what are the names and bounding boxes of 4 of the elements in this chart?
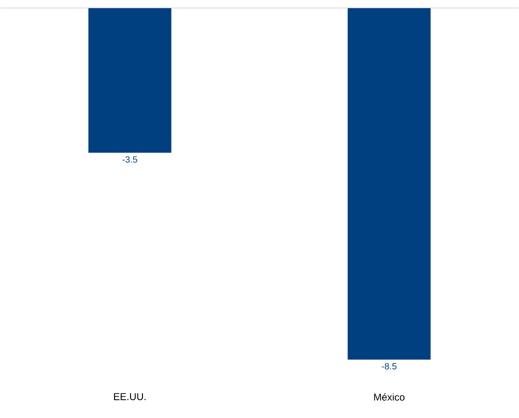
data-label: -3.5	[122, 156, 138, 163]
x-tick-label: EE.UU.	[114, 393, 146, 400]
data-label: -8.5	[382, 363, 396, 370]
x-tick-label: México	[374, 393, 404, 401]
